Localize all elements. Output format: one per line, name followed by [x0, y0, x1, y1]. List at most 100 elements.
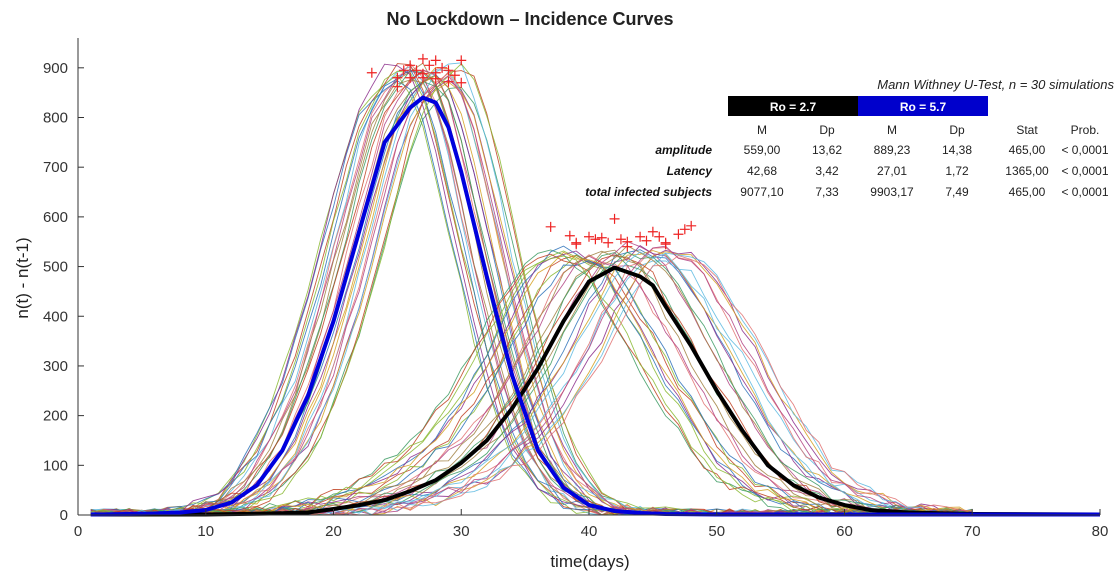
simulation-line	[90, 249, 973, 516]
stats-cell: 9077,10	[740, 185, 784, 199]
stats-column-header: Dp	[949, 123, 965, 137]
simulation-line	[90, 63, 973, 516]
stats-column-header: Stat	[1016, 123, 1038, 137]
x-tick-label: 40	[581, 523, 598, 540]
stats-column-header: M	[887, 123, 897, 137]
simulation-line	[90, 250, 973, 516]
simulation-line	[90, 255, 973, 516]
simulation-line	[90, 252, 973, 516]
peak-marker	[443, 65, 454, 76]
simulation-line	[90, 63, 973, 516]
peak-marker	[424, 60, 435, 71]
stats-cell: < 0,0001	[1061, 143, 1108, 157]
peak-marker	[456, 77, 467, 88]
peak-marker	[635, 231, 646, 242]
stats-cell: < 0,0001	[1061, 164, 1108, 178]
simulation-line	[90, 66, 973, 516]
simulation-line	[90, 251, 973, 516]
stats-cell: 14,38	[942, 143, 972, 157]
peak-marker	[673, 229, 684, 240]
chart-title: No Lockdown – Incidence Curves	[386, 9, 673, 29]
peak-marker	[545, 221, 556, 232]
simulation-line	[90, 254, 973, 516]
stats-group-label: Ro = 5.7	[900, 100, 947, 114]
mean-line	[90, 95, 1100, 517]
x-tick-label: 10	[197, 523, 214, 540]
stats-group-header	[858, 96, 988, 116]
peak-marker	[603, 237, 614, 248]
stats-cell: 13,62	[812, 143, 842, 157]
simulation-line	[90, 250, 973, 516]
peak-marker	[449, 70, 460, 81]
peak-marker	[564, 230, 575, 241]
simulation-line	[90, 69, 973, 516]
simulation-line	[90, 251, 973, 516]
y-tick-label: 200	[43, 408, 68, 425]
y-tick-label: 900	[43, 60, 68, 77]
stats-cell: 1365,00	[1005, 164, 1049, 178]
peak-marker	[596, 232, 607, 243]
peak-marker	[430, 67, 441, 78]
peak-marker	[398, 65, 409, 76]
peak-marker	[443, 76, 454, 87]
simulation-line	[90, 250, 973, 516]
peak-marker	[590, 234, 601, 245]
peak-marker	[430, 55, 441, 66]
simulation-line	[90, 254, 973, 516]
stats-row-label: total infected subjects	[585, 185, 712, 199]
simulation-line	[90, 249, 973, 516]
y-axis-label: n(t) - n(t-1)	[13, 237, 32, 318]
stats-group-header	[728, 96, 858, 116]
stats-column-header: M	[757, 123, 767, 137]
peak-marker	[615, 234, 626, 245]
simulation-line	[90, 70, 973, 516]
y-tick-label: 500	[43, 259, 68, 276]
stats-cell: 9903,17	[870, 185, 914, 199]
y-tick-label: 0	[60, 507, 68, 524]
peak-marker	[392, 72, 403, 83]
simulation-line	[90, 69, 973, 516]
y-tick-label: 100	[43, 457, 68, 474]
peak-marker	[405, 72, 416, 83]
peak-marker	[456, 55, 467, 66]
stats-cell: 7,49	[945, 185, 969, 199]
stats-cell: < 0,0001	[1061, 185, 1108, 199]
stats-cell: 465,00	[1009, 185, 1046, 199]
simulation-line	[90, 70, 973, 516]
peak-marker	[647, 226, 658, 237]
stats-row-label: amplitude	[655, 143, 712, 157]
simulation-line	[90, 250, 973, 516]
simulation-line	[90, 251, 973, 516]
simulation-line	[90, 70, 973, 516]
stats-cell: 465,00	[1009, 143, 1046, 157]
x-axis-label: time(days)	[550, 552, 629, 571]
simulation-line	[90, 68, 973, 516]
stats-row-label: Latency	[667, 164, 714, 178]
y-tick-label: 600	[43, 209, 68, 226]
y-tick-label: 700	[43, 159, 68, 176]
peak-marker	[609, 213, 620, 224]
x-tick-label: 0	[74, 523, 82, 540]
peak-marker	[641, 235, 652, 246]
stats-cell: 42,68	[747, 164, 777, 178]
simulation-line	[90, 63, 973, 516]
mean-curves	[90, 95, 1101, 517]
simulation-line	[90, 69, 973, 516]
peak-marker	[437, 62, 448, 73]
x-tick-label: 30	[453, 523, 470, 540]
peak-marker	[392, 81, 403, 92]
peak-marker	[417, 53, 428, 64]
stats-group-label: Ro = 2.7	[770, 100, 817, 114]
peak-marker	[622, 241, 633, 252]
peak-marker	[654, 231, 665, 242]
simulation-line	[90, 70, 973, 516]
x-tick-label: 60	[836, 523, 853, 540]
simulation-line	[90, 62, 973, 516]
stats-caption: Mann Withney U-Test, n = 30 simulations	[877, 77, 1114, 92]
stats-cell: 7,33	[815, 185, 839, 199]
y-tick-label: 400	[43, 308, 68, 325]
stats-table: Mann Withney U-Test, n = 30 simulations R…	[585, 77, 1114, 199]
stats-cell: 1,72	[945, 164, 969, 178]
simulation-line	[90, 254, 973, 516]
